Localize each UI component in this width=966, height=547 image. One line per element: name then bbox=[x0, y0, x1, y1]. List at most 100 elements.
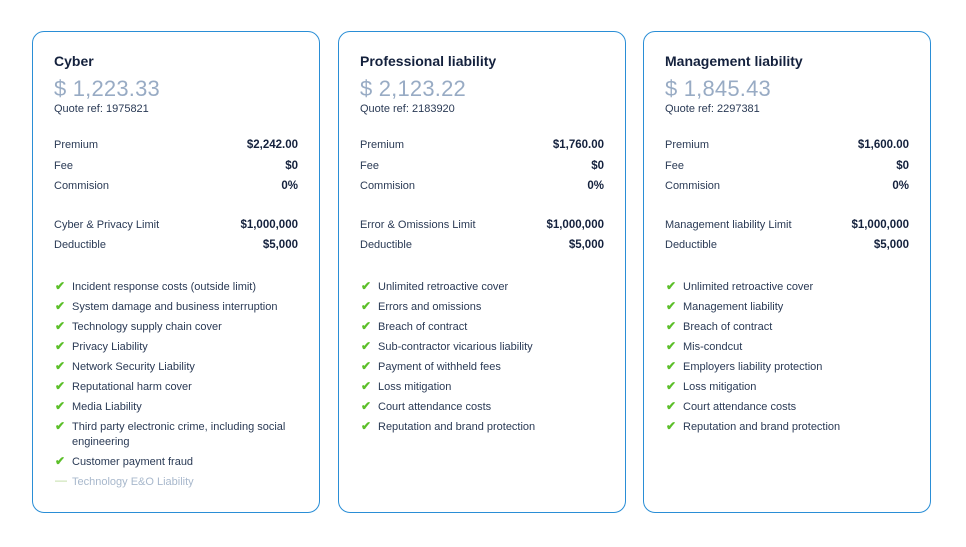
feature-item: ✔ Payment of withheld fees bbox=[360, 359, 604, 375]
feature-item: ✔ System damage and business interruption bbox=[54, 299, 298, 315]
feature-label: Unlimited retroactive cover bbox=[683, 281, 814, 293]
premium-label: Premium bbox=[360, 139, 405, 151]
feature-item: ✔ Employers liability protection bbox=[665, 359, 909, 375]
check-icon: ✔ bbox=[666, 319, 677, 333]
deductible-row: Deductible $5,000 bbox=[360, 239, 604, 255]
quote-card-management-liability[interactable]: Management liability $ 1,845.43 Quote re… bbox=[643, 31, 931, 513]
deductible-value: $5,000 bbox=[873, 239, 909, 251]
feature-item: ✔ Errors and omissions bbox=[360, 299, 604, 315]
feature-item: ✔ Unlimited retroactive cover bbox=[360, 279, 604, 295]
check-icon: ✔ bbox=[361, 299, 372, 313]
check-icon: ✔ bbox=[361, 279, 372, 293]
deductible-row: Deductible $5,000 bbox=[54, 239, 298, 255]
limit-value: $1,000,000 bbox=[240, 219, 298, 231]
feature-label: Privacy Liability bbox=[72, 341, 148, 353]
feature-label: Management liability bbox=[683, 301, 784, 313]
feature-item: ✔ Breach of contract bbox=[665, 319, 909, 335]
feature-item: ✔ Sub-contractor vicarious liability bbox=[360, 339, 604, 355]
feature-label: Errors and omissions bbox=[378, 301, 482, 313]
feature-label: Mis-condcut bbox=[683, 341, 743, 353]
check-icon: ✔ bbox=[55, 359, 66, 373]
feature-label: Third party electronic crime, including … bbox=[72, 421, 286, 448]
check-icon: ✔ bbox=[55, 399, 66, 413]
limit-row: Error & Omissions Limit $1,000,000 bbox=[360, 219, 604, 235]
premium-value: $1,600.00 bbox=[857, 139, 909, 151]
feature-label: Reputational harm cover bbox=[72, 381, 192, 393]
quote-card-professional-liability[interactable]: Professional liability $ 2,123.22 Quote … bbox=[338, 31, 626, 513]
feature-label: Loss mitigation bbox=[378, 381, 452, 393]
feature-label: Breach of contract bbox=[378, 321, 468, 333]
feature-item: ✔ Technology supply chain cover bbox=[54, 319, 298, 335]
check-icon: ✔ bbox=[361, 419, 372, 433]
check-icon: ✔ bbox=[666, 299, 677, 313]
feature-label: Technology supply chain cover bbox=[72, 321, 222, 333]
feature-list: ✔ Unlimited retroactive cover ✔ Errors and… bbox=[360, 279, 604, 440]
check-icon: ✔ bbox=[361, 339, 372, 353]
commission-value: 0% bbox=[892, 180, 909, 192]
limit-row: Cyber & Privacy Limit $1,000,000 bbox=[54, 219, 298, 235]
premium-value: $1,760.00 bbox=[552, 139, 604, 151]
feature-label: Customer payment fraud bbox=[72, 456, 194, 468]
feature-label: Unlimited retroactive cover bbox=[378, 281, 509, 293]
feature-item: ✔ Mis-condcut bbox=[665, 339, 909, 355]
check-icon: ✔ bbox=[361, 319, 372, 333]
commission-value: 0% bbox=[281, 180, 298, 192]
premium-row: Premium $2,242.00 bbox=[54, 139, 298, 155]
feature-label: Technology E&O Liability bbox=[72, 476, 194, 488]
deductible-label: Deductible bbox=[665, 239, 717, 251]
commission-label: Commision bbox=[54, 180, 110, 192]
feature-item: ✔ Media Liability bbox=[54, 399, 298, 415]
feature-list: ✔ Incident response costs (outside limit)… bbox=[54, 279, 298, 495]
limit-row: Management liability Limit $1,000,000 bbox=[665, 219, 909, 235]
check-icon: ✔ bbox=[666, 339, 677, 353]
premium-value: $2,242.00 bbox=[246, 139, 298, 151]
feature-label: Sub-contractor vicarious liability bbox=[378, 341, 533, 353]
check-icon: ✔ bbox=[55, 379, 66, 393]
premium-label: Premium bbox=[665, 139, 710, 151]
check-icon: ✔ bbox=[55, 339, 66, 353]
check-icon: ✔ bbox=[361, 399, 372, 413]
fee-row: Fee $0 bbox=[360, 160, 604, 176]
feature-label: Breach of contract bbox=[683, 321, 773, 333]
quote-card-cyber[interactable]: Cyber $ 1,223.33 Quote ref: 1975821 Prem… bbox=[32, 31, 320, 513]
limit-value: $1,000,000 bbox=[546, 219, 604, 231]
commission-row: Commision 0% bbox=[360, 180, 604, 196]
quote-ref: Quote ref: 1975821 bbox=[54, 103, 149, 115]
check-icon: ✔ bbox=[361, 379, 372, 393]
card-title: Cyber bbox=[54, 53, 94, 69]
feature-label: Media Liability bbox=[72, 401, 142, 413]
check-icon: ✔ bbox=[55, 299, 66, 313]
check-icon: ✔ bbox=[55, 419, 66, 433]
feature-label: Payment of withheld fees bbox=[378, 361, 501, 373]
feature-item: ✔ Third party electronic crime, including… bbox=[54, 419, 298, 450]
fee-value: $0 bbox=[591, 160, 604, 172]
limit-value: $1,000,000 bbox=[851, 219, 909, 231]
check-icon: ✔ bbox=[361, 359, 372, 373]
card-title: Management liability bbox=[665, 53, 803, 69]
fee-label: Fee bbox=[360, 160, 379, 172]
limit-label: Cyber & Privacy Limit bbox=[54, 219, 160, 231]
check-icon: ✔ bbox=[666, 379, 677, 393]
fee-row: Fee $0 bbox=[665, 160, 909, 176]
feature-item: ✔ Loss mitigation bbox=[360, 379, 604, 395]
feature-item: ✔ Reputation and brand protection bbox=[360, 419, 604, 435]
limit-label: Error & Omissions Limit bbox=[360, 219, 476, 231]
fee-label: Fee bbox=[54, 160, 73, 172]
commission-row: Commision 0% bbox=[54, 180, 298, 196]
card-title: Professional liability bbox=[360, 53, 497, 69]
feature-label: Employers liability protection bbox=[683, 361, 823, 373]
feature-label: Court attendance costs bbox=[683, 401, 797, 413]
feature-item: ✔ Loss mitigation bbox=[665, 379, 909, 395]
feature-item: ✔ Reputational harm cover bbox=[54, 379, 298, 395]
feature-label: Reputation and brand protection bbox=[378, 421, 536, 433]
card-price: $ 1,845.43 bbox=[665, 76, 771, 101]
commission-value: 0% bbox=[587, 180, 604, 192]
feature-item: ✔ Court attendance costs bbox=[665, 399, 909, 415]
fee-value: $0 bbox=[285, 160, 298, 172]
fee-row: Fee $0 bbox=[54, 160, 298, 176]
feature-label: Court attendance costs bbox=[378, 401, 492, 413]
premium-row: Premium $1,600.00 bbox=[665, 139, 909, 155]
check-icon: ✔ bbox=[666, 279, 677, 293]
deductible-label: Deductible bbox=[54, 239, 106, 251]
dash-icon: — bbox=[55, 473, 67, 487]
